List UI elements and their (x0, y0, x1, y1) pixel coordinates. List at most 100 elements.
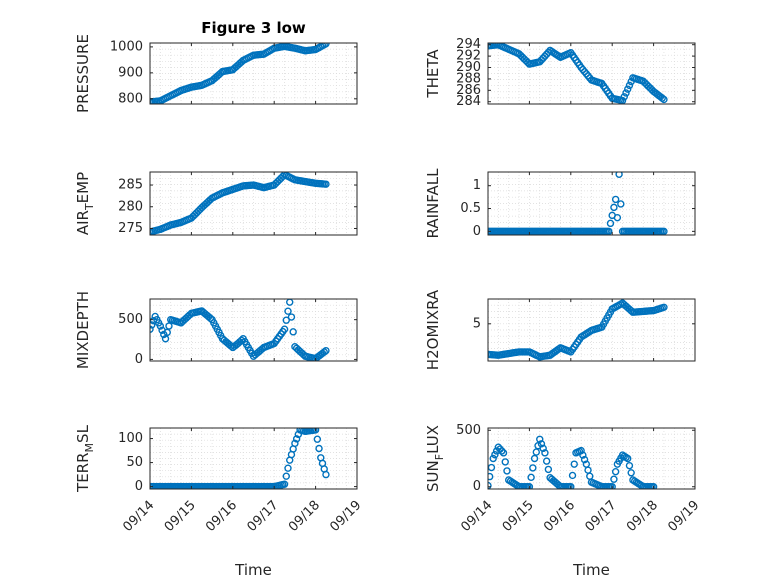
subplot-5: 0 500 MIXDEPTH (74, 291, 358, 369)
data-point (282, 316, 290, 324)
y-tick-label: 275 (118, 221, 143, 236)
axes-frame (149, 42, 358, 105)
data-point (622, 89, 630, 97)
axes-frame (149, 171, 358, 236)
data-point (530, 454, 539, 463)
subplot-8: 09/14 09/15 09/16 09/17 09/18 09/190500SUNFLU… (424, 423, 702, 579)
data-point (649, 483, 658, 489)
data-point (613, 213, 622, 222)
chart-title: Figure 3 low (201, 19, 306, 37)
data-point (658, 94, 666, 102)
data-point (206, 314, 215, 322)
data-point (577, 446, 585, 455)
series-markers (150, 172, 330, 235)
data-point (501, 458, 509, 466)
data-point (620, 93, 628, 101)
data-point (282, 472, 290, 480)
y-tick-label: 5 (473, 316, 481, 331)
y-axis-label: AIRTEMP (74, 172, 96, 235)
data-point (488, 43, 492, 50)
data-point (315, 444, 323, 453)
data-point (624, 454, 632, 463)
data-point (542, 457, 551, 465)
data-point (291, 439, 299, 448)
y-tick-label: 294 (456, 37, 481, 52)
data-point (579, 451, 587, 459)
data-point (660, 303, 668, 311)
y-axis-label: PRESSURE (74, 34, 92, 113)
data-point (322, 43, 330, 48)
subplot-3: 275 280 285 AIRTEMP (74, 171, 358, 236)
y-axis-label: MIXDEPTH (74, 291, 92, 369)
y-tick-label: 1 (473, 178, 481, 193)
data-point (150, 98, 154, 104)
data-point (313, 435, 322, 443)
data-point (660, 227, 668, 235)
data-point (163, 328, 171, 337)
axes-background (488, 172, 695, 235)
y-tick-label: 288 (456, 71, 481, 86)
data-point (660, 95, 668, 104)
y-axis-label: RAINFALL (424, 168, 442, 239)
axes-frame (487, 42, 696, 105)
y-axis-label: SUNFLUX (424, 425, 446, 492)
data-point (625, 461, 634, 470)
series-markers (488, 299, 668, 361)
data-point (287, 313, 296, 321)
series-markers (150, 428, 330, 489)
y-tick-label: 0 (135, 479, 143, 494)
data-point (624, 85, 632, 93)
data-point (488, 472, 494, 481)
y-axis-label: TERRMSL (74, 424, 96, 493)
data-point (527, 473, 535, 482)
data-point (529, 464, 537, 472)
y-tick-label: 0 (135, 352, 143, 367)
data-point (280, 325, 289, 333)
series-markers (488, 43, 668, 104)
data-point (541, 449, 549, 457)
data-point (150, 321, 156, 329)
y-tick-label: 500 (456, 423, 481, 438)
data-point (280, 480, 289, 488)
x-axis-label: Time (234, 561, 272, 579)
data-point (611, 467, 620, 476)
y-axis-label: THETA (424, 49, 442, 99)
data-point (322, 346, 330, 355)
data-point (156, 322, 165, 330)
y-tick-label: 290 (456, 60, 481, 75)
data-point (525, 483, 534, 489)
y-tick-label: 285 (118, 178, 143, 193)
data-point (488, 481, 492, 489)
x-axis-label: Time (572, 561, 610, 579)
series-markers (488, 172, 668, 235)
data-point (150, 325, 154, 333)
y-tick-label: 292 (456, 49, 481, 64)
series-markers (488, 435, 658, 489)
data-point (488, 350, 492, 359)
data-point (237, 336, 246, 345)
data-point (539, 444, 547, 453)
y-tick-label: 0 (473, 224, 481, 239)
subplot-6: 5 H2OMIXRA (424, 289, 696, 370)
data-point (617, 200, 625, 208)
data-point (289, 328, 297, 336)
data-point (489, 454, 497, 463)
data-point (322, 180, 330, 188)
data-point (625, 81, 634, 90)
data-point (567, 483, 575, 489)
y-tick-label: 1000 (110, 39, 143, 54)
axes-frame (487, 171, 696, 236)
data-point (580, 455, 589, 464)
data-point (605, 227, 613, 235)
data-point (611, 195, 620, 204)
data-point (284, 464, 292, 472)
axes-frame (149, 298, 358, 362)
data-point (322, 470, 330, 479)
data-point (165, 322, 173, 330)
y-tick-label: 50 (126, 455, 143, 470)
data-point (615, 172, 623, 178)
data-point (311, 428, 320, 434)
